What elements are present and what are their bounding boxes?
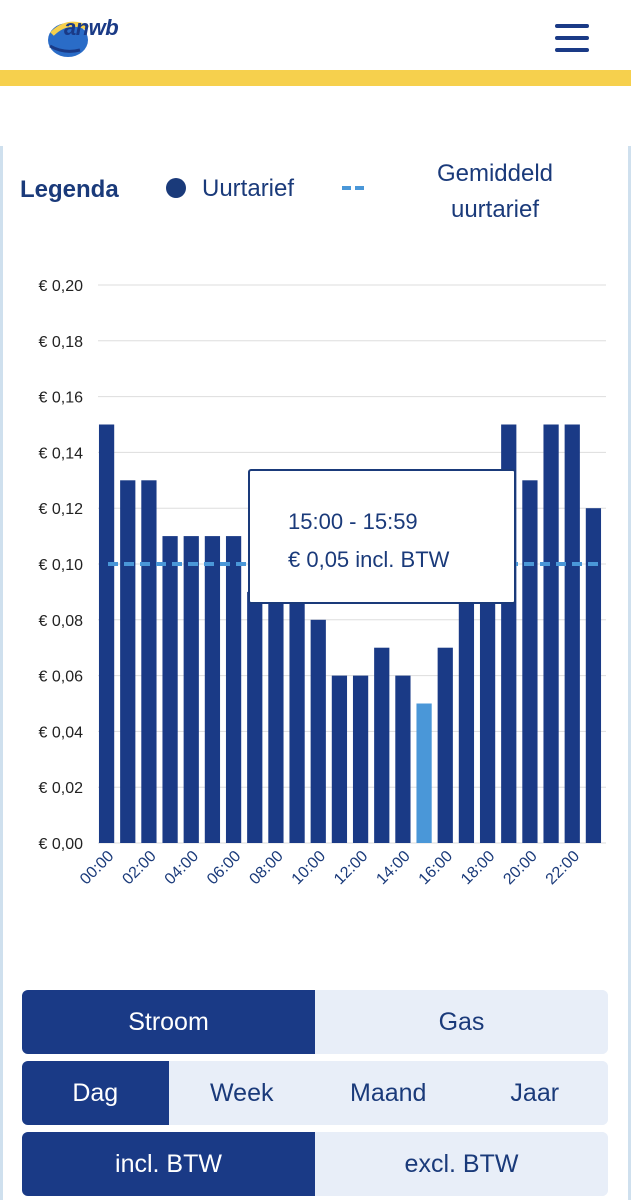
bar-1500 [416, 703, 432, 843]
tab-excl-btw[interactable]: excl. BTW [315, 1132, 608, 1196]
anwb-logo-icon[interactable] [44, 14, 134, 60]
energy-toggle: Stroom Gas [22, 990, 608, 1054]
tariff-card [0, 146, 631, 1200]
tab-jaar[interactable]: Jaar [461, 1061, 608, 1125]
x-tick-label: 14:00 [373, 848, 413, 888]
y-tick-label: € 0,02 [39, 780, 84, 797]
chart-tooltip: 15:00 - 15:59 € 0,05 incl. BTW [248, 469, 516, 604]
tax-toggle: incl. BTW excl. BTW [22, 1132, 608, 1196]
legend-average-line1: Gemiddeld [436, 160, 554, 187]
bar-0200 [141, 480, 157, 843]
bar-1700 [458, 591, 475, 843]
bar-0400 [183, 536, 199, 843]
legend-series-label: Uurtarief [202, 175, 295, 202]
header: anwb [0, 0, 631, 70]
legend-average-line2: uurtarief [450, 196, 540, 223]
y-tick-label: € 0,16 [39, 390, 84, 407]
tab-dag[interactable]: Dag [22, 1061, 169, 1125]
tab-stroom[interactable]: Stroom [22, 990, 315, 1054]
x-tick-label: 16:00 [416, 848, 456, 888]
bar-0600 [225, 536, 242, 843]
x-tick-label: 08:00 [246, 848, 286, 888]
bar-2300 [585, 508, 602, 843]
x-tick-label: 18:00 [458, 848, 498, 888]
bar-0300 [162, 536, 178, 843]
tab-incl-btw[interactable]: incl. BTW [22, 1132, 315, 1196]
y-tick-label: € 0,18 [39, 334, 84, 351]
x-tick-label: 04:00 [162, 848, 202, 888]
y-tick-label: € 0,04 [39, 724, 84, 741]
bar-0100 [120, 480, 136, 843]
legend-title: Legenda [20, 176, 119, 203]
x-tick-label: 02:00 [119, 848, 159, 888]
x-tick-label: 20:00 [500, 848, 540, 888]
bar-1200 [352, 675, 369, 843]
bar-0700 [247, 591, 263, 843]
y-tick-label: € 0,08 [39, 613, 84, 630]
tooltip-time: 15:00 - 15:59 [288, 509, 418, 534]
x-tick-label: 12:00 [331, 848, 371, 888]
bar-0500 [204, 536, 221, 843]
y-tick-label: € 0,12 [39, 501, 84, 518]
tab-gas[interactable]: Gas [315, 990, 608, 1054]
y-tick-label: € 0,06 [39, 669, 84, 686]
bar-1400 [395, 675, 411, 843]
legend-dot-icon [166, 178, 186, 198]
y-tick-label: € 0,20 [39, 278, 84, 295]
x-tick-label: 22:00 [543, 848, 583, 888]
y-tick-label: € 0,14 [39, 445, 84, 462]
bar-0800 [268, 591, 284, 843]
bar-0000 [98, 424, 115, 843]
bar-2100 [543, 424, 559, 843]
accent-bar [0, 70, 631, 86]
x-tick-label: 10:00 [289, 848, 329, 888]
tooltip-value: € 0,05 incl. BTW [288, 547, 450, 572]
x-tick-label: 00:00 [77, 848, 117, 888]
bar-1800 [479, 591, 496, 843]
bar-1300 [374, 647, 390, 843]
y-tick-label: € 0,10 [39, 557, 84, 574]
bar-0900 [289, 591, 305, 843]
bar-1600 [437, 647, 453, 843]
x-tick-label: 06:00 [204, 848, 244, 888]
legend-dash-icon [342, 186, 364, 190]
logo-text: anwb [64, 15, 119, 40]
tab-maand[interactable]: Maand [315, 1061, 462, 1125]
legend-average-label: Gemiddeld uurtarief [420, 156, 570, 228]
hourly-tariff-chart: € 0,00 € 0,02 € 0,04 € 0,06 € 0,08 € 0,10 € 0,… [39, 278, 606, 888]
y-tick-label: € 0,00 [39, 836, 84, 853]
tab-week[interactable]: Week [168, 1061, 315, 1125]
bar-1100 [331, 675, 348, 843]
hamburger-menu-icon[interactable] [555, 24, 589, 52]
bar-2000 [522, 480, 538, 843]
period-toggle: Dag Week Maand Jaar [22, 1061, 608, 1125]
bar-2200 [564, 424, 580, 843]
bar-1000 [310, 619, 326, 843]
